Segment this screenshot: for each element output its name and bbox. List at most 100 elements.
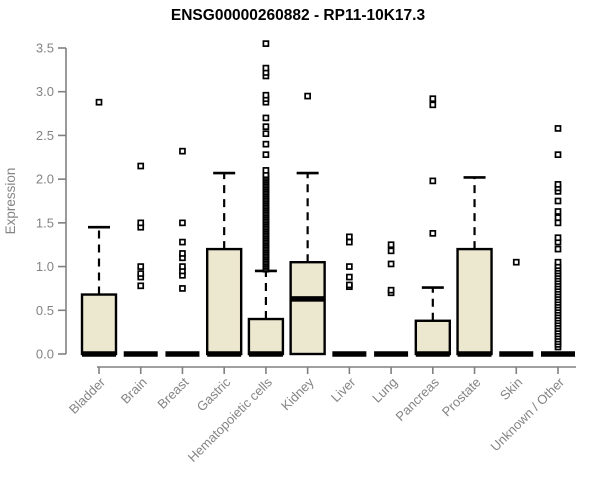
outlier-point [179,263,186,270]
outlier-point [346,233,353,241]
outlier-point [387,260,395,268]
outlier-point [262,151,270,159]
y-tick-label: 3.0 [36,84,54,99]
outlier-point [429,177,437,185]
boxplot-series [80,40,575,357]
median-bar [499,351,534,357]
x-tick-label: Skin [497,375,525,403]
boxplot-brain [123,162,158,357]
outlier-point [512,258,520,266]
outlier-point [137,219,145,227]
boxplot-lung [374,241,409,357]
median-bar [374,351,409,357]
outlier-point [346,263,353,270]
outlier-point [179,147,186,155]
y-axis: 0.0 0.5 1.0 1.5 2.0 2.5 3.0 3.5 [36,40,67,362]
x-tick-label: Lung [369,375,400,406]
y-tick-label: 1.5 [36,215,54,230]
outlier-point [304,92,311,100]
chart-title: ENSG00000260882 - RP11-10K17.3 [171,7,426,24]
x-tick-label: Liver [328,374,359,405]
median-bar [415,351,450,357]
outlier-point [137,263,145,270]
y-tick-label: 0.0 [36,347,54,362]
outlier-point [554,151,562,159]
outlier-point [554,214,562,221]
outlier-point [179,238,186,246]
y-tick-label: 2.0 [36,172,54,187]
outlier-point [262,130,270,138]
y-axis-label: Expression [3,168,18,235]
x-tick-label: Brain [118,375,150,407]
median-bar [290,296,325,302]
x-tick-label: Kidney [278,374,317,413]
outlier-point [554,234,562,242]
iqr-box [456,247,493,356]
boxplot-hematopoietic-cells [247,40,285,357]
boxplot-skin [499,258,534,357]
iqr-box [80,293,118,356]
outlier-point [137,162,145,170]
x-tick-label: Gastric [194,374,234,414]
y-tick-label: 2.5 [36,128,54,143]
outlier-point [262,140,270,148]
outlier-point [387,241,395,249]
outlier-point [137,270,145,277]
iqr-box [205,247,243,356]
outlier-point [554,245,562,253]
outlier-point [262,114,270,122]
median-bar [82,351,116,357]
outlier-point [554,208,562,215]
outlier-point [554,181,562,188]
y-tick-label: 0.5 [36,303,54,318]
outlier-point [346,281,353,289]
iqr-box [414,319,452,356]
outlier-point [429,101,437,109]
boxplot-prostate [456,176,493,357]
outlier-point [346,238,353,246]
outlier-point [262,91,270,99]
median-bar [540,351,575,357]
x-tick-label: Unknown / Other [488,374,568,454]
outlier-point [262,64,270,72]
median-bar [123,351,158,357]
median-bar [332,351,367,357]
boxplot-unknown-other [540,125,575,357]
outlier-point [137,282,145,290]
outlier-point [387,286,395,294]
median-bar [165,351,200,357]
outlier-point [346,273,353,281]
boxplot-pancreas [414,95,452,357]
outlier-point [554,197,562,205]
outlier-point [262,40,270,47]
x-tick-label: Breast [154,374,191,411]
outlier-point [429,95,437,103]
outlier-point [179,219,186,227]
iqr-box [289,260,326,356]
boxplot-breast [165,147,200,357]
median-bar [248,351,283,357]
outlier-point [179,285,186,292]
median-bar [207,351,242,357]
iqr-box [247,317,285,356]
outlier-point [387,247,395,255]
outlier-point [554,219,562,227]
boxplot-gastric [205,171,243,357]
outlier-point [554,258,562,266]
outlier-point [179,250,186,257]
x-tick-label: Pancreas [392,374,442,424]
median-bar [457,351,492,357]
boxplot-bladder [80,98,118,357]
boxplot-kidney [289,92,326,356]
outlier-point [95,98,103,106]
outlier-point [262,123,270,131]
boxplot-liver [332,233,367,357]
x-tick-label: Prostate [439,375,484,420]
y-tick-label: 1.0 [36,259,54,274]
outlier-point [554,125,562,132]
x-tick-label: Bladder [66,374,109,417]
y-tick-label: 3.5 [36,40,54,55]
